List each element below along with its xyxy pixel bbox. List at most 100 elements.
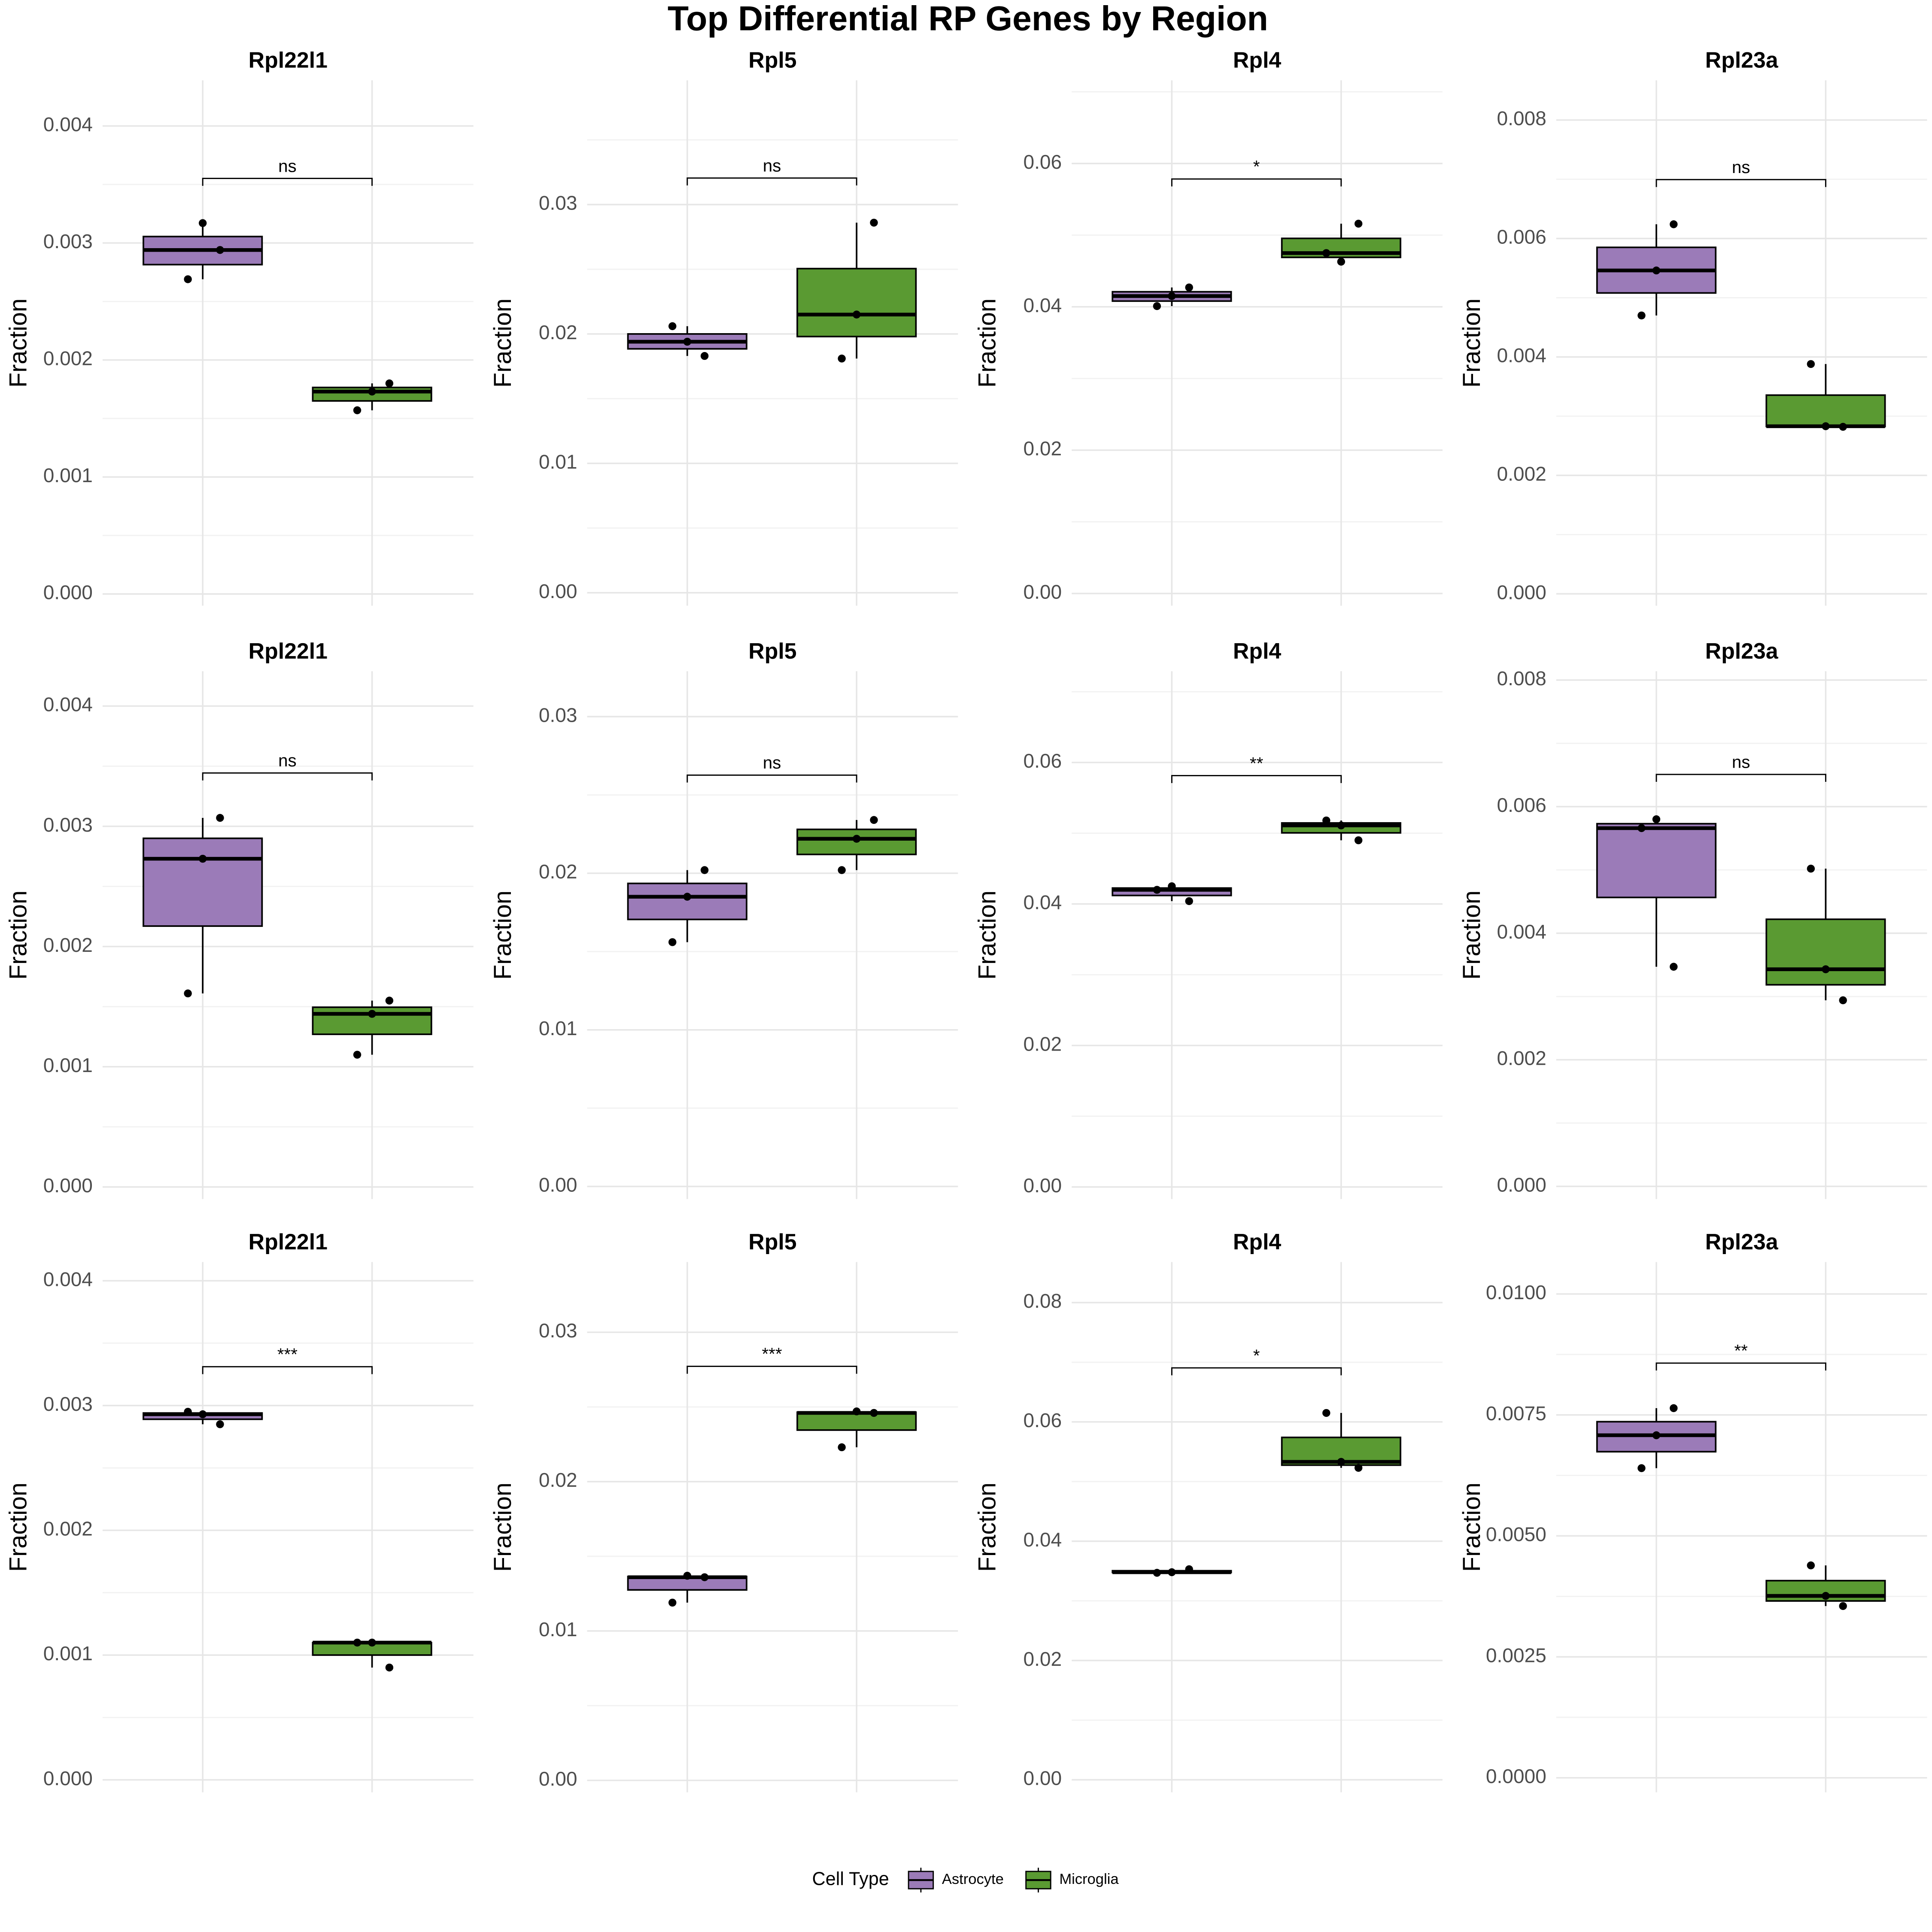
point <box>368 1638 376 1647</box>
significance-label: ns <box>1732 753 1750 772</box>
significance-bracket <box>1656 179 1826 187</box>
significance-bracket <box>687 1366 857 1374</box>
y-tick-label: 0.004 <box>1497 344 1546 367</box>
point <box>852 1407 861 1416</box>
y-axis-title: Fraction <box>973 890 1001 980</box>
y-axis-title: Fraction <box>973 298 1001 388</box>
panel-title: Rpl23a <box>1705 1229 1779 1254</box>
significance-label: * <box>1253 157 1260 176</box>
y-axis-title: Fraction <box>489 1482 516 1572</box>
point <box>1839 996 1847 1005</box>
point <box>1354 219 1363 228</box>
significance-label: ns <box>763 156 781 175</box>
point <box>1354 836 1363 844</box>
box <box>1596 823 1717 899</box>
point <box>1185 1565 1193 1574</box>
point <box>216 1420 224 1428</box>
y-tick-label: 0.04 <box>1024 294 1062 316</box>
y-tick-label: 0.001 <box>43 464 93 486</box>
point <box>1822 422 1830 430</box>
significance-label: * <box>1253 1346 1260 1365</box>
y-tick-label: 0.000 <box>1497 581 1546 603</box>
significance-label: *** <box>277 1345 298 1364</box>
y-tick-label: 0.02 <box>539 321 577 343</box>
point <box>1822 1592 1830 1600</box>
point <box>870 816 878 824</box>
y-tick-label: 0.06 <box>1024 750 1062 772</box>
point <box>700 1573 709 1581</box>
point <box>184 275 192 283</box>
significance-label: ns <box>278 751 297 770</box>
significance-label: ns <box>763 753 781 772</box>
y-tick-label: 0.06 <box>1024 1409 1062 1431</box>
y-tick-label: 0.04 <box>1024 891 1062 914</box>
significance-bracket <box>202 772 373 781</box>
point <box>1652 266 1661 275</box>
significance-bracket <box>687 177 857 185</box>
y-tick-label: 0.00 <box>539 1174 577 1196</box>
significance-bracket <box>202 178 373 186</box>
y-tick-label: 0.08 <box>1024 1290 1062 1312</box>
point <box>1153 886 1161 894</box>
y-axis-title: Fraction <box>973 1482 1001 1572</box>
y-tick-label: 0.002 <box>43 347 93 370</box>
panel-title: Rpl5 <box>748 638 796 663</box>
y-tick-label: 0.03 <box>539 704 577 726</box>
point <box>1168 882 1176 890</box>
y-tick-label: 0.02 <box>1024 1033 1062 1055</box>
point <box>838 354 846 363</box>
point <box>1354 1464 1363 1472</box>
point <box>198 219 207 227</box>
y-axis-title: Fraction <box>1458 1482 1485 1572</box>
point <box>668 938 677 946</box>
y-tick-label: 0.03 <box>539 192 577 214</box>
point <box>1322 1409 1331 1417</box>
point <box>1322 816 1331 825</box>
point <box>1670 1404 1678 1413</box>
y-tick-label: 0.01 <box>539 450 577 473</box>
y-tick-label: 0.001 <box>43 1642 93 1665</box>
point <box>385 1663 394 1672</box>
point <box>852 835 861 843</box>
y-tick-label: 0.004 <box>43 1268 93 1290</box>
panel-title: Rpl23a <box>1705 638 1779 663</box>
point <box>1185 283 1193 292</box>
point <box>1637 824 1646 832</box>
y-tick-label: 0.003 <box>43 230 93 252</box>
y-axis-title: Fraction <box>489 890 516 980</box>
point <box>700 866 709 874</box>
point <box>353 406 361 414</box>
y-tick-label: 0.000 <box>43 581 93 604</box>
y-tick-label: 0.0000 <box>1486 1765 1546 1787</box>
y-axis-title: Fraction <box>4 890 32 980</box>
significance-bracket <box>1656 1362 1826 1371</box>
panel-title: Rpl22l1 <box>249 48 328 73</box>
y-tick-label: 0.04 <box>1024 1528 1062 1551</box>
y-tick-label: 0.03 <box>539 1319 577 1342</box>
y-tick-label: 0.000 <box>1497 1173 1546 1196</box>
panel-title: Rpl4 <box>1233 638 1281 663</box>
y-tick-label: 0.00 <box>539 580 577 602</box>
significance-label: ** <box>1734 1341 1748 1361</box>
y-tick-label: 0.003 <box>43 814 93 836</box>
legend-label: Microglia <box>1059 1871 1119 1887</box>
y-tick-label: 0.002 <box>1497 462 1546 485</box>
significance-label: ** <box>1250 753 1264 773</box>
point <box>184 989 192 998</box>
point <box>1670 220 1678 228</box>
significance-bracket <box>687 774 857 783</box>
y-tick-label: 0.002 <box>43 934 93 956</box>
point <box>1153 1569 1161 1577</box>
panel-title: Rpl4 <box>1233 1229 1281 1254</box>
legend-title: Cell Type <box>812 1868 889 1889</box>
point <box>1807 1561 1815 1570</box>
y-axis-title: Fraction <box>4 298 32 388</box>
point <box>1337 1458 1346 1466</box>
y-axis-title: Fraction <box>4 1482 32 1572</box>
y-tick-label: 0.02 <box>539 1469 577 1491</box>
point <box>385 379 394 388</box>
y-tick-label: 0.00 <box>539 1768 577 1790</box>
point <box>1652 1431 1661 1440</box>
